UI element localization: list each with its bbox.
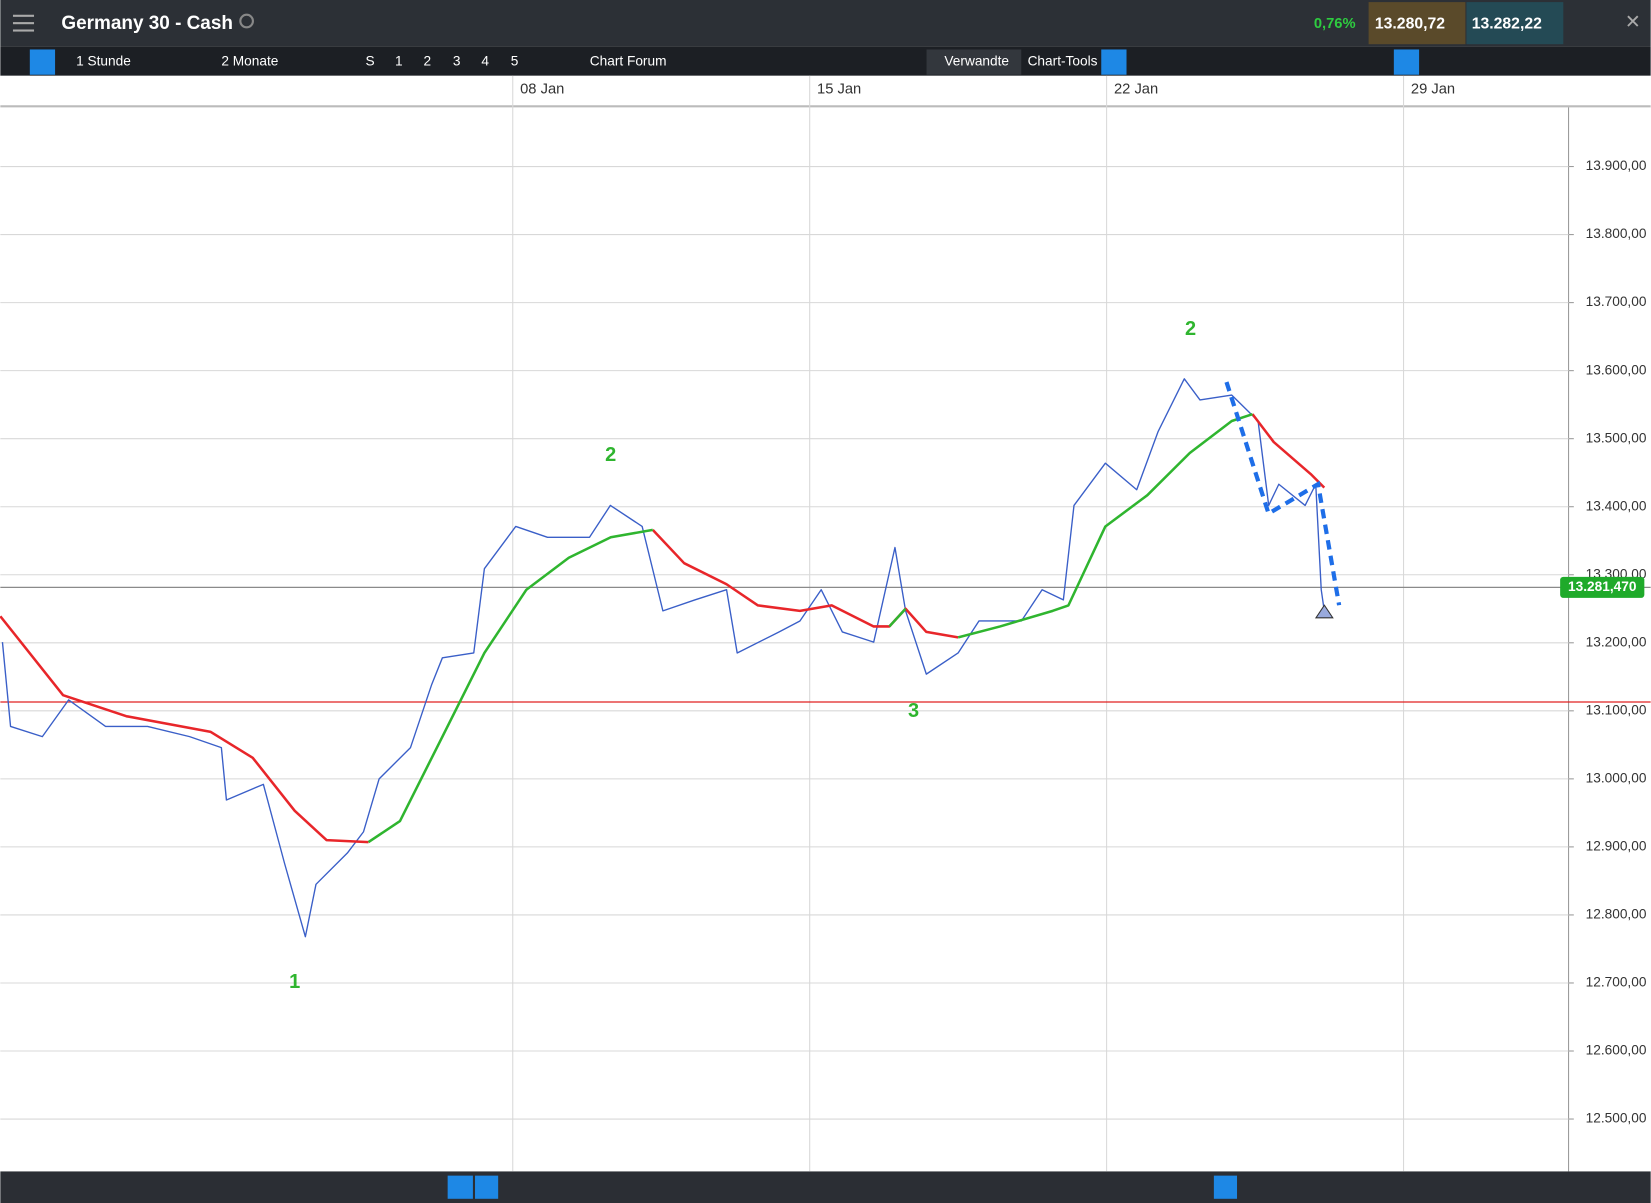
x-tick-label: 08 Jan: [520, 81, 564, 97]
moving-average: [0, 413, 1326, 844]
toolbar-item[interactable]: 2 Monate: [221, 54, 278, 69]
y-tick-label: 13.600,00: [1586, 362, 1647, 377]
y-tick-label: 13.900,00: [1586, 158, 1647, 173]
y-tick-label: 13.000,00: [1586, 770, 1647, 785]
y-tick-label: 13.800,00: [1586, 226, 1647, 241]
price-line: [1, 378, 1325, 938]
toolbar-item[interactable]: 1: [395, 54, 403, 69]
date-bar: [0, 75, 1651, 108]
search-icon[interactable]: [239, 13, 254, 29]
alert-marker: [1314, 604, 1334, 619]
y-tick-label: 13.100,00: [1586, 702, 1647, 717]
instrument-title: Germany 30 - Cash: [61, 13, 233, 34]
wave-label: 2: [1185, 318, 1196, 340]
tool-button[interactable]: [1101, 49, 1127, 75]
bottom-bar: [0, 1171, 1651, 1203]
tool-button[interactable]: [1393, 49, 1420, 75]
y-tick-label: 13.500,00: [1586, 430, 1647, 445]
x-tick-label: 29 Jan: [1411, 81, 1455, 97]
ask-box[interactable]: [1466, 2, 1564, 45]
y-tick-label: 12.700,00: [1586, 975, 1647, 990]
x-tick-label: 15 Jan: [817, 81, 861, 97]
y-tick-label: 12.600,00: [1586, 1043, 1647, 1058]
toolbar-item[interactable]: Chart-Tools: [1028, 54, 1098, 69]
change: 0,76%: [1314, 16, 1356, 32]
wave-label: 1: [289, 971, 300, 993]
price-tag: [1560, 576, 1645, 598]
toolbar-item[interactable]: 2: [423, 54, 431, 69]
x-tick-label: 22 Jan: [1114, 81, 1158, 97]
y-tick-label: 12.500,00: [1586, 1111, 1647, 1126]
toolbar-item[interactable]: Verwandte: [944, 54, 1009, 69]
wave-label: 2: [605, 444, 616, 466]
drawn-trendline: [1224, 381, 1342, 606]
ask: 13.282,22: [1472, 15, 1542, 32]
toolbar-item[interactable]: 3: [453, 54, 461, 69]
scroll-button[interactable]: [475, 1175, 499, 1199]
y-tick-label: 13.400,00: [1586, 498, 1647, 513]
wave-label: 3: [908, 700, 919, 722]
settings-button[interactable]: [29, 49, 56, 75]
toolbar-item[interactable]: S: [366, 54, 375, 69]
toolbar-item[interactable]: Chart Forum: [590, 54, 667, 69]
scale-button[interactable]: [1213, 1175, 1238, 1199]
draw-button[interactable]: [447, 1175, 473, 1199]
y-tick-label: 12.900,00: [1586, 839, 1647, 854]
verwandte-button[interactable]: [926, 49, 1022, 75]
price-tag-label: 13.281,470: [1568, 579, 1637, 594]
toolbar-item[interactable]: 5: [511, 54, 519, 69]
toolbar: [0, 46, 1651, 76]
y-tick-label: 13.700,00: [1586, 294, 1647, 309]
menu-icon[interactable]: [12, 14, 35, 32]
moving-average: [367, 412, 1253, 844]
bid: 13.280,72: [1375, 15, 1445, 32]
y-tick-label: 12.800,00: [1586, 907, 1647, 922]
y-tick-label: 13.200,00: [1586, 634, 1647, 649]
toolbar-item[interactable]: 1 Stunde: [76, 54, 131, 69]
close-icon[interactable]: ✕: [1625, 12, 1641, 33]
bid-box[interactable]: [1368, 2, 1466, 45]
toolbar-item[interactable]: 4: [481, 54, 489, 69]
